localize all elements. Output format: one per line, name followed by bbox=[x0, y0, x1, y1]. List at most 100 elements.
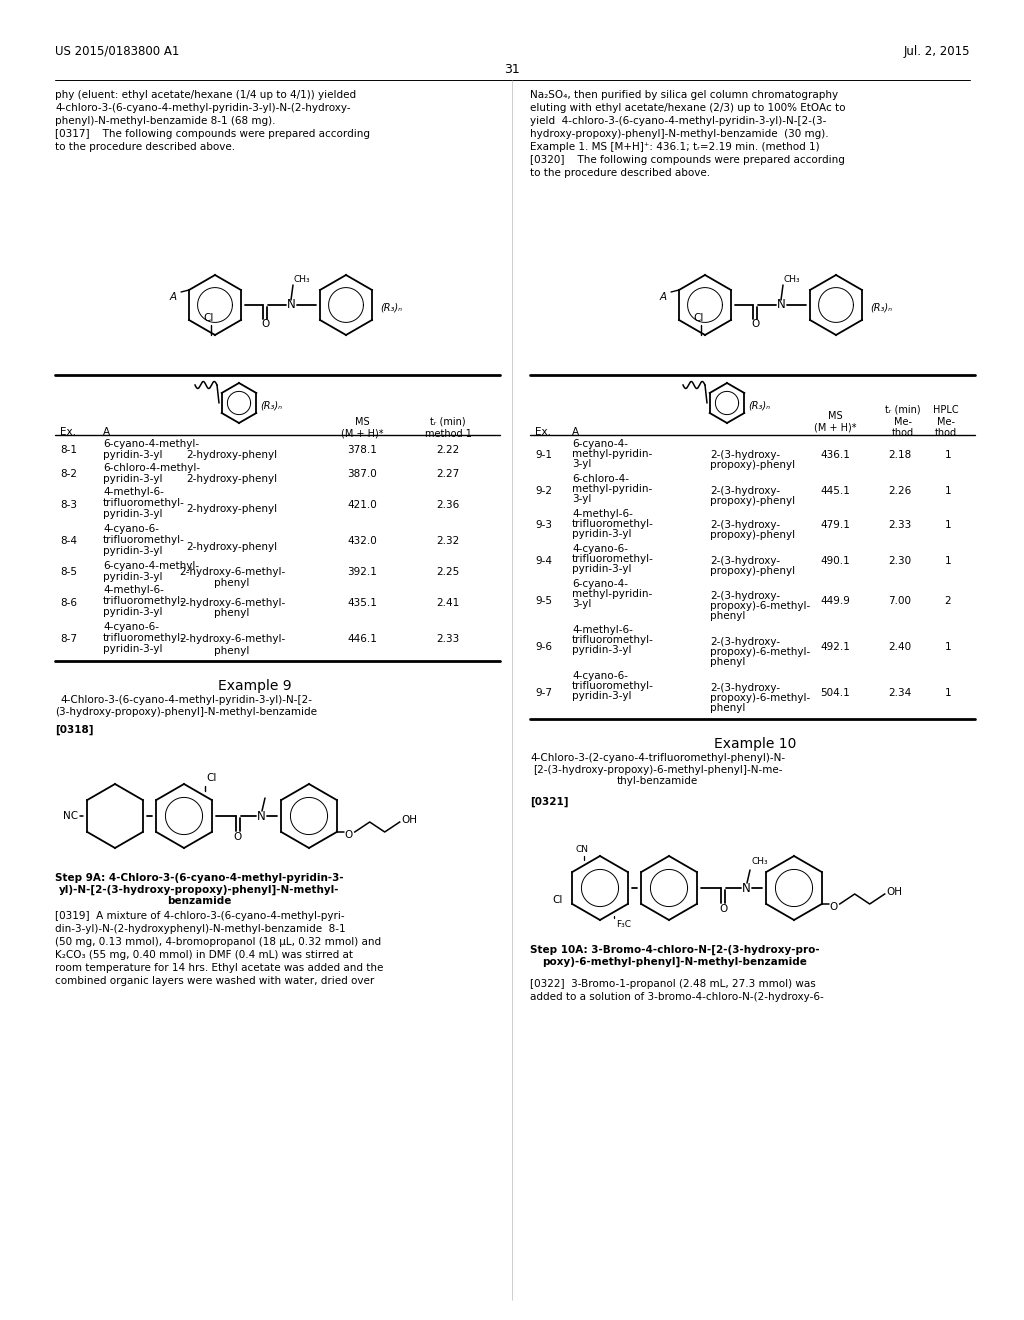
Text: 31: 31 bbox=[504, 63, 520, 77]
Text: Example 9: Example 9 bbox=[218, 678, 292, 693]
Text: to the procedure described above.: to the procedure described above. bbox=[55, 143, 236, 152]
Text: trifluoromethyl-: trifluoromethyl- bbox=[572, 519, 654, 529]
Text: CH₃: CH₃ bbox=[293, 275, 309, 284]
Text: 8-2: 8-2 bbox=[60, 469, 77, 479]
Text: 9-4: 9-4 bbox=[535, 556, 552, 565]
Text: 2.32: 2.32 bbox=[436, 536, 460, 546]
Text: 9-3: 9-3 bbox=[535, 520, 552, 531]
Text: OH: OH bbox=[401, 814, 418, 825]
Text: Step 10A: 3-Bromo-4-chloro-N-[2-(3-hydroxy-pro-
poxy)-6-methyl-phenyl]-N-methyl-: Step 10A: 3-Bromo-4-chloro-N-[2-(3-hydro… bbox=[530, 945, 819, 968]
Text: methyl-pyridin-: methyl-pyridin- bbox=[572, 449, 652, 459]
Text: OH: OH bbox=[887, 887, 903, 898]
Text: trifluoromethyl-: trifluoromethyl- bbox=[103, 597, 185, 606]
Text: (50 mg, 0.13 mmol), 4-bromopropanol (18 μL, 0.32 mmol) and: (50 mg, 0.13 mmol), 4-bromopropanol (18 … bbox=[55, 937, 381, 946]
Text: hydroxy-propoxy)-phenyl]-N-methyl-benzamide  (30 mg).: hydroxy-propoxy)-phenyl]-N-methyl-benzam… bbox=[530, 129, 828, 139]
Text: tᵣ (min)
Me-
thod: tᵣ (min) Me- thod bbox=[885, 405, 921, 438]
Text: [0322]  3-Bromo-1-propanol (2.48 mL, 27.3 mmol) was: [0322] 3-Bromo-1-propanol (2.48 mL, 27.3… bbox=[530, 979, 816, 989]
Text: pyridin-3-yl: pyridin-3-yl bbox=[103, 572, 163, 582]
Text: pyridin-3-yl: pyridin-3-yl bbox=[103, 450, 163, 459]
Text: (R₃)ₙ: (R₃)ₙ bbox=[380, 304, 402, 313]
Text: O: O bbox=[345, 830, 353, 840]
Text: (R₃)ₙ: (R₃)ₙ bbox=[870, 304, 892, 313]
Text: 392.1: 392.1 bbox=[347, 568, 377, 577]
Text: phenyl: phenyl bbox=[214, 609, 250, 619]
Text: [0317]    The following compounds were prepared according: [0317] The following compounds were prep… bbox=[55, 129, 370, 139]
Text: phenyl: phenyl bbox=[710, 704, 745, 713]
Text: 2-(3-hydroxy-: 2-(3-hydroxy- bbox=[710, 682, 780, 693]
Text: O: O bbox=[261, 319, 269, 329]
Text: propoxy)-phenyl: propoxy)-phenyl bbox=[710, 495, 795, 506]
Text: phenyl: phenyl bbox=[214, 645, 250, 656]
Text: eluting with ethyl acetate/hexane (2/3) up to 100% EtOAc to: eluting with ethyl acetate/hexane (2/3) … bbox=[530, 103, 846, 114]
Text: 8-3: 8-3 bbox=[60, 499, 77, 510]
Text: pyridin-3-yl: pyridin-3-yl bbox=[572, 645, 632, 655]
Text: CN: CN bbox=[575, 845, 589, 854]
Text: Cl: Cl bbox=[204, 313, 214, 323]
Text: added to a solution of 3-bromo-4-chloro-N-(2-hydroxy-6-: added to a solution of 3-bromo-4-chloro-… bbox=[530, 993, 823, 1002]
Text: 4-methyl-6-: 4-methyl-6- bbox=[572, 624, 633, 635]
Text: O: O bbox=[719, 904, 727, 913]
Text: 9-1: 9-1 bbox=[535, 450, 552, 461]
Text: [0318]: [0318] bbox=[55, 725, 93, 735]
Text: 9-6: 9-6 bbox=[535, 642, 552, 652]
Text: 492.1: 492.1 bbox=[820, 642, 850, 652]
Text: to the procedure described above.: to the procedure described above. bbox=[530, 168, 710, 178]
Text: 8-5: 8-5 bbox=[60, 568, 77, 577]
Text: Cl: Cl bbox=[553, 895, 563, 906]
Text: 446.1: 446.1 bbox=[347, 635, 377, 644]
Text: 8-7: 8-7 bbox=[60, 635, 77, 644]
Text: 2-(3-hydroxy-: 2-(3-hydroxy- bbox=[710, 638, 780, 647]
Text: CH₃: CH₃ bbox=[783, 275, 800, 284]
Text: 6-cyano-4-methyl-: 6-cyano-4-methyl- bbox=[103, 440, 199, 449]
Text: CH₃: CH₃ bbox=[751, 857, 768, 866]
Text: trifluoromethyl-: trifluoromethyl- bbox=[572, 681, 654, 690]
Text: 2-hydroxy-phenyl: 2-hydroxy-phenyl bbox=[186, 474, 278, 484]
Text: 479.1: 479.1 bbox=[820, 520, 850, 531]
Text: 6-chloro-4-: 6-chloro-4- bbox=[572, 474, 629, 484]
Text: N: N bbox=[257, 809, 265, 822]
Text: yield  4-chloro-3-(6-cyano-4-methyl-pyridin-3-yl)-N-[2-(3-: yield 4-chloro-3-(6-cyano-4-methyl-pyrid… bbox=[530, 116, 826, 125]
Text: 2.41: 2.41 bbox=[436, 598, 460, 607]
Text: (R₃)ₙ: (R₃)ₙ bbox=[748, 400, 770, 411]
Text: A: A bbox=[572, 426, 580, 437]
Text: 4-methyl-6-: 4-methyl-6- bbox=[572, 510, 633, 519]
Text: 445.1: 445.1 bbox=[820, 486, 850, 495]
Text: 2.33: 2.33 bbox=[889, 520, 911, 531]
Text: US 2015/0183800 A1: US 2015/0183800 A1 bbox=[55, 45, 179, 58]
Text: 1: 1 bbox=[945, 486, 951, 495]
Text: K₂CO₃ (55 mg, 0.40 mmol) in DMF (0.4 mL) was stirred at: K₂CO₃ (55 mg, 0.40 mmol) in DMF (0.4 mL)… bbox=[55, 950, 353, 960]
Text: 1: 1 bbox=[945, 450, 951, 461]
Text: pyridin-3-yl: pyridin-3-yl bbox=[103, 607, 163, 616]
Text: 2-hydroxy-6-methyl-: 2-hydroxy-6-methyl- bbox=[179, 568, 285, 577]
Text: 449.9: 449.9 bbox=[820, 597, 850, 606]
Text: 2.27: 2.27 bbox=[436, 469, 460, 479]
Text: Jul. 2, 2015: Jul. 2, 2015 bbox=[903, 45, 970, 58]
Text: 2-(3-hydroxy-: 2-(3-hydroxy- bbox=[710, 520, 780, 531]
Text: room temperature for 14 hrs. Ethyl acetate was added and the: room temperature for 14 hrs. Ethyl aceta… bbox=[55, 964, 383, 973]
Text: 2.36: 2.36 bbox=[436, 499, 460, 510]
Text: Ex.: Ex. bbox=[60, 426, 76, 437]
Text: Cl: Cl bbox=[694, 313, 705, 323]
Text: 8-6: 8-6 bbox=[60, 598, 77, 607]
Text: 2.25: 2.25 bbox=[436, 568, 460, 577]
Text: 2-hydroxy-phenyl: 2-hydroxy-phenyl bbox=[186, 504, 278, 515]
Text: O: O bbox=[751, 319, 759, 329]
Text: 6-cyano-4-: 6-cyano-4- bbox=[572, 579, 628, 589]
Text: O: O bbox=[829, 902, 838, 912]
Text: 2-hydroxy-6-methyl-: 2-hydroxy-6-methyl- bbox=[179, 635, 285, 644]
Text: 2: 2 bbox=[945, 597, 951, 606]
Text: A: A bbox=[170, 292, 177, 302]
Text: phenyl: phenyl bbox=[214, 578, 250, 587]
Text: pyridin-3-yl: pyridin-3-yl bbox=[103, 644, 163, 653]
Text: pyridin-3-yl: pyridin-3-yl bbox=[572, 529, 632, 539]
Text: 4-Chloro-3-(2-cyano-4-trifluoromethyl-phenyl)-N-
[2-(3-hydroxy-propoxy)-6-methyl: 4-Chloro-3-(2-cyano-4-trifluoromethyl-ph… bbox=[530, 752, 785, 787]
Text: trifluoromethyl-: trifluoromethyl- bbox=[103, 535, 185, 545]
Text: [0319]  A mixture of 4-chloro-3-(6-cyano-4-methyl-pyri-: [0319] A mixture of 4-chloro-3-(6-cyano-… bbox=[55, 911, 345, 921]
Text: 421.0: 421.0 bbox=[347, 499, 377, 510]
Text: 435.1: 435.1 bbox=[347, 598, 377, 607]
Text: propoxy)-6-methyl-: propoxy)-6-methyl- bbox=[710, 601, 810, 611]
Text: phenyl: phenyl bbox=[710, 611, 745, 620]
Text: pyridin-3-yl: pyridin-3-yl bbox=[103, 474, 163, 484]
Text: 3-yl: 3-yl bbox=[572, 599, 592, 609]
Text: 4-cyano-6-: 4-cyano-6- bbox=[572, 671, 628, 681]
